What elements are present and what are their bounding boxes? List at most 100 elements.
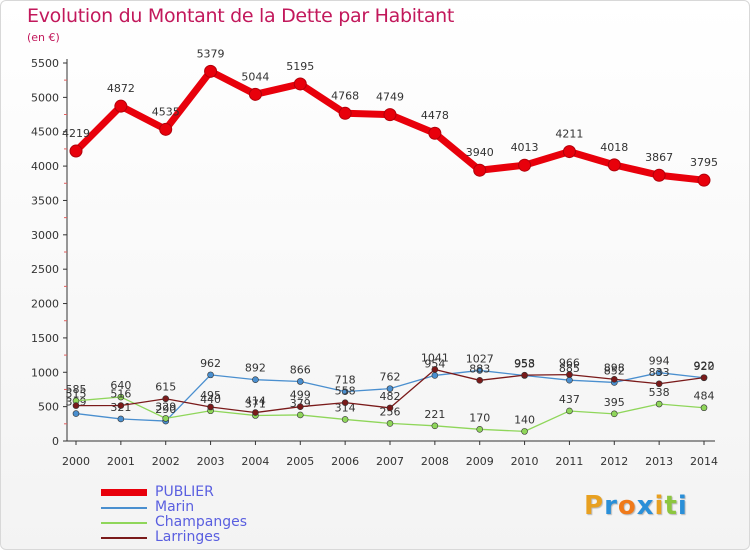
data-point-champanges bbox=[700, 404, 708, 412]
x-tick-label: 2009 bbox=[466, 455, 494, 468]
y-tick-label: 1000 bbox=[31, 366, 59, 379]
x-tick-label: 2003 bbox=[197, 455, 225, 468]
data-label-marin: 994 bbox=[649, 355, 670, 368]
data-label-publier: 4219 bbox=[62, 127, 90, 140]
data-label-champanges: 329 bbox=[155, 400, 176, 413]
y-tick-label: 500 bbox=[38, 401, 59, 414]
data-label-larringes: 966 bbox=[559, 357, 580, 370]
data-label-marin: 885 bbox=[559, 362, 580, 375]
data-label-publier: 4872 bbox=[107, 82, 135, 95]
x-tick-label: 2014 bbox=[690, 455, 718, 468]
data-label-champanges: 221 bbox=[424, 408, 445, 421]
data-point-larringes bbox=[476, 377, 484, 384]
data-point-publier bbox=[114, 99, 128, 113]
data-point-larringes bbox=[72, 402, 80, 409]
data-label-champanges: 140 bbox=[514, 413, 535, 426]
logo-letter: i bbox=[654, 491, 665, 521]
logo-letter: t bbox=[664, 491, 678, 521]
data-label-larringes: 1041 bbox=[421, 351, 449, 364]
data-label-larringes: 516 bbox=[110, 388, 131, 401]
data-label-larringes: 922 bbox=[694, 360, 715, 373]
data-label-marin: 290 bbox=[155, 403, 176, 416]
legend-swatch-marin bbox=[101, 507, 147, 509]
x-tick-label: 2005 bbox=[286, 455, 314, 468]
data-point-publier bbox=[562, 145, 576, 159]
data-point-larringes bbox=[252, 409, 259, 416]
data-point-publier bbox=[204, 64, 218, 78]
x-tick-label: 2008 bbox=[421, 455, 449, 468]
data-point-larringes bbox=[431, 366, 439, 373]
data-point-publier bbox=[518, 158, 532, 172]
data-point-champanges bbox=[431, 422, 439, 430]
data-label-publier: 4749 bbox=[376, 91, 404, 104]
data-point-marin bbox=[655, 369, 663, 376]
data-point-champanges bbox=[521, 428, 528, 435]
data-label-champanges: 371 bbox=[245, 398, 266, 411]
data-point-larringes bbox=[566, 371, 573, 378]
x-tick-label: 2001 bbox=[107, 455, 135, 468]
data-point-publier bbox=[383, 108, 397, 122]
data-point-marin bbox=[386, 385, 394, 392]
data-point-publier bbox=[652, 168, 666, 182]
y-tick-label: 1500 bbox=[31, 332, 59, 345]
y-tick-label: 2500 bbox=[31, 263, 59, 276]
data-label-marin: 852 bbox=[604, 364, 625, 377]
data-label-publier: 5195 bbox=[286, 60, 314, 73]
data-point-marin bbox=[207, 371, 214, 379]
data-label-publier: 4013 bbox=[511, 141, 539, 154]
data-point-larringes bbox=[296, 403, 304, 411]
data-label-champanges: 437 bbox=[559, 393, 580, 406]
legend-label-publier: PUBLIER bbox=[155, 484, 214, 500]
data-point-publier bbox=[69, 144, 83, 158]
data-label-champanges: 395 bbox=[604, 396, 625, 409]
y-tick-label: 2000 bbox=[31, 298, 59, 311]
legend-swatch-publier bbox=[101, 489, 147, 496]
chart-subtitle: (en €) bbox=[27, 31, 60, 44]
legend-swatch-larringes bbox=[101, 537, 147, 539]
data-point-publier bbox=[607, 158, 621, 172]
data-point-marin bbox=[117, 415, 125, 423]
data-label-marin: 1027 bbox=[466, 352, 494, 365]
data-label-larringes: 482 bbox=[380, 390, 401, 403]
data-label-marin: 866 bbox=[290, 363, 311, 376]
data-label-larringes: 499 bbox=[290, 389, 311, 402]
y-tick-label: 3000 bbox=[31, 229, 59, 242]
data-point-champanges bbox=[476, 426, 484, 433]
logo-letter: r bbox=[604, 491, 618, 521]
data-label-marin: 920 bbox=[694, 360, 715, 373]
logo-letter: P bbox=[584, 491, 605, 521]
proxiti-logo: Proxiti bbox=[584, 491, 688, 521]
x-tick-label: 2011 bbox=[555, 455, 583, 468]
y-tick-label: 0 bbox=[52, 435, 59, 448]
data-point-larringes bbox=[700, 374, 708, 381]
data-label-publier: 3795 bbox=[690, 156, 718, 169]
data-label-champanges: 640 bbox=[110, 379, 131, 392]
data-label-marin: 953 bbox=[514, 358, 535, 371]
chart-title: Evolution du Montant de la Dette par Hab… bbox=[27, 5, 455, 27]
data-point-champanges bbox=[296, 411, 304, 419]
data-point-larringes bbox=[162, 395, 170, 403]
data-point-champanges bbox=[162, 415, 170, 422]
data-point-champanges bbox=[117, 393, 125, 401]
data-point-marin bbox=[566, 376, 573, 384]
data-point-marin bbox=[476, 367, 484, 374]
data-point-publier bbox=[428, 126, 442, 140]
data-label-marin: 718 bbox=[335, 374, 356, 387]
logo-letter: i bbox=[677, 491, 688, 521]
data-label-champanges: 538 bbox=[649, 386, 670, 399]
data-point-champanges bbox=[341, 416, 349, 423]
x-tick-label: 2007 bbox=[376, 455, 404, 468]
data-point-publier bbox=[293, 77, 307, 91]
data-label-champanges: 256 bbox=[380, 405, 401, 418]
data-point-publier bbox=[159, 122, 173, 136]
data-point-champanges bbox=[610, 410, 618, 418]
logo-letter: o bbox=[617, 491, 637, 521]
data-label-larringes: 558 bbox=[335, 385, 356, 398]
data-label-publier: 3940 bbox=[466, 146, 494, 159]
data-point-larringes bbox=[117, 402, 125, 409]
data-point-marin bbox=[72, 410, 80, 417]
data-label-publier: 4018 bbox=[600, 141, 628, 154]
data-label-larringes: 833 bbox=[649, 366, 670, 379]
y-tick-label: 3500 bbox=[31, 194, 59, 207]
